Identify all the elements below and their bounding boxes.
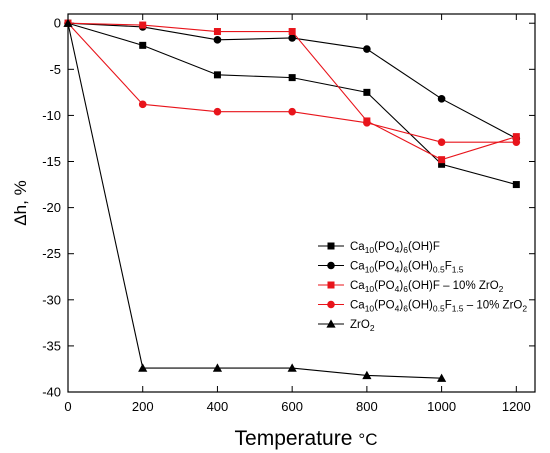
data-point bbox=[213, 28, 221, 36]
y-tick-label: -10 bbox=[42, 108, 61, 123]
data-point bbox=[512, 181, 520, 189]
data-point bbox=[362, 370, 372, 380]
data-point bbox=[139, 21, 147, 29]
series-4 bbox=[63, 18, 447, 382]
x-tick-label: 1000 bbox=[427, 399, 456, 414]
legend-item-0: Ca10(PO4)6(OH)F bbox=[318, 241, 440, 255]
data-point bbox=[288, 28, 296, 36]
axis-ticks: 0 200 400 600 800 1000 1200 0 -5 -10 -15 -20 -25 -30 -… bbox=[42, 14, 535, 414]
legend-label: Ca10(PO4)6(OH)0.5F1.5 bbox=[350, 261, 464, 275]
series-layer bbox=[63, 18, 521, 382]
data-point bbox=[438, 156, 446, 164]
y-tick-label: -35 bbox=[42, 338, 61, 353]
data-point bbox=[437, 95, 446, 103]
legend-marker bbox=[327, 242, 335, 250]
data-point bbox=[212, 363, 223, 372]
y-tick-label: -30 bbox=[42, 292, 61, 307]
data-point bbox=[63, 18, 73, 27]
data-point bbox=[213, 107, 222, 116]
series-3 bbox=[64, 19, 521, 146]
y-tick-label: -40 bbox=[42, 385, 61, 400]
legend-item-2: Ca10(PO4)6(OH)F – 10% ZrO2 bbox=[318, 280, 504, 294]
data-point bbox=[363, 118, 371, 127]
data-point bbox=[287, 363, 297, 372]
data-point bbox=[288, 107, 296, 116]
y-tick-label: -5 bbox=[49, 62, 61, 77]
legend: Ca10(PO4)6(OH)F Ca10(PO4)6(OH)0.5F1.5 Ca10… bbox=[318, 241, 527, 333]
data-point bbox=[138, 100, 147, 109]
x-axis-label: Temperature bbox=[235, 427, 353, 450]
x-axis-title: Temperature °C bbox=[235, 427, 378, 450]
y-axis-label: Δh, % bbox=[11, 180, 30, 225]
y-tick-label: -15 bbox=[42, 154, 61, 169]
y-tick-label: 0 bbox=[54, 16, 61, 31]
legend-label: ZrO2 bbox=[350, 319, 375, 333]
legend-marker bbox=[327, 281, 335, 289]
x-tick-label: 600 bbox=[281, 399, 303, 414]
x-tick-label: 1200 bbox=[502, 399, 531, 414]
y-tick-label: -20 bbox=[42, 200, 61, 215]
legend-label: Ca10(PO4)6(OH)F bbox=[350, 241, 440, 255]
legend-item-1: Ca10(PO4)6(OH)0.5F1.5 bbox=[318, 261, 464, 275]
data-point bbox=[139, 41, 147, 49]
series-line bbox=[67, 22, 517, 186]
legend-label: Ca10(PO4)6(OH)0.5F1.5 – 10% ZrO2 bbox=[350, 300, 527, 314]
legend-marker bbox=[327, 300, 335, 309]
data-point bbox=[437, 373, 447, 382]
x-tick-label: 0 bbox=[64, 399, 71, 414]
data-point bbox=[438, 160, 446, 168]
x-axis-unit: °C bbox=[358, 430, 377, 449]
x-tick-label: 800 bbox=[356, 399, 378, 414]
legend-label: Ca10(PO4)6(OH)F – 10% ZrO2 bbox=[350, 280, 504, 294]
x-tick-label: 400 bbox=[207, 399, 229, 414]
data-point bbox=[512, 138, 521, 146]
legend-marker bbox=[327, 261, 335, 270]
data-point bbox=[288, 74, 296, 82]
y-axis-title: Δh, % bbox=[11, 180, 30, 225]
data-point bbox=[437, 138, 446, 146]
y-tick-label: -25 bbox=[42, 246, 61, 261]
data-point bbox=[512, 133, 520, 141]
plot-frame bbox=[67, 13, 536, 393]
series-line bbox=[67, 23, 442, 379]
data-point bbox=[288, 34, 296, 42]
legend-item-4: ZrO2 bbox=[318, 319, 375, 333]
x-tick-label: 200 bbox=[132, 399, 154, 414]
legend-marker bbox=[326, 319, 336, 328]
data-point bbox=[213, 36, 222, 44]
legend-item-3: Ca10(PO4)6(OH)0.5F1.5 – 10% ZrO2 bbox=[318, 300, 527, 314]
data-point bbox=[138, 363, 148, 372]
data-point bbox=[363, 45, 371, 53]
data-point bbox=[363, 88, 371, 96]
data-point bbox=[213, 71, 221, 79]
